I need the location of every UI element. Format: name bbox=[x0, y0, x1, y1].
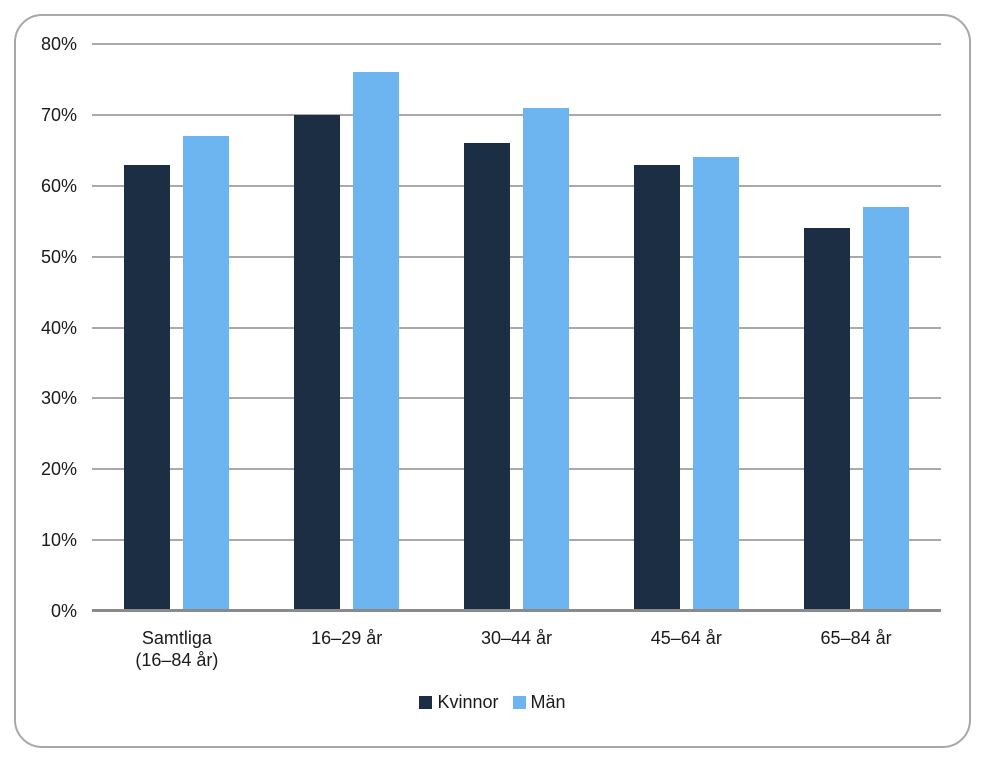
bar-man bbox=[862, 207, 909, 611]
gridline bbox=[92, 326, 941, 329]
gridline bbox=[92, 255, 941, 258]
gridline bbox=[92, 397, 941, 400]
y-axis-label: 70% bbox=[40, 104, 77, 125]
legend-label: Män bbox=[530, 692, 566, 712]
legend-item-kvinnor: Kvinnor bbox=[419, 692, 499, 713]
bar-man bbox=[692, 157, 739, 611]
chart-frame: Samtliga (16–84 år) 16–29 år 30–44 år 45–64… bbox=[14, 14, 971, 748]
legend: Kvinnor Män bbox=[16, 692, 969, 713]
y-axis-label: 0% bbox=[50, 601, 77, 621]
y-axis-label: 40% bbox=[40, 317, 77, 338]
gridline bbox=[92, 539, 941, 542]
legend-label: Kvinnor bbox=[437, 692, 499, 712]
x-axis-label: Samtliga (16–84 år) bbox=[135, 628, 219, 670]
gridline bbox=[92, 43, 941, 45]
legend-swatch-kvinnor bbox=[419, 696, 433, 709]
gridline bbox=[92, 468, 941, 471]
y-axis-label: 60% bbox=[40, 175, 77, 196]
bar-man bbox=[523, 107, 569, 611]
y-axis-label: 80% bbox=[40, 34, 77, 54]
bar-kvinnor bbox=[633, 164, 680, 611]
y-axis-label: 10% bbox=[40, 530, 77, 551]
x-axis-label-row: Samtliga (16–84 år) 16–29 år 30–44 år 45–64… bbox=[92, 627, 941, 677]
y-axis-label: 50% bbox=[40, 246, 77, 267]
plot-area: Samtliga (16–84 år) 16–29 år 30–44 år 45–64… bbox=[41, 35, 941, 670]
x-axis-label: 65–84 år bbox=[820, 628, 892, 648]
bar-kvinnor bbox=[464, 143, 510, 611]
legend-item-man: Män bbox=[512, 692, 566, 713]
bar-kvinnor bbox=[124, 164, 171, 611]
x-axis-label: 30–44 år bbox=[480, 628, 553, 648]
gridline bbox=[92, 113, 941, 116]
x-axis-label: 45–64 år bbox=[650, 628, 722, 648]
gridline bbox=[92, 184, 941, 187]
bar-kvinnor bbox=[294, 114, 341, 611]
bar-kvinnor bbox=[803, 228, 850, 611]
y-axis-label: 30% bbox=[40, 388, 77, 409]
bar-man bbox=[183, 136, 230, 611]
y-axis-label: 20% bbox=[40, 459, 77, 480]
legend-swatch-man bbox=[512, 696, 526, 709]
x-axis-label: 16–29 år bbox=[311, 628, 383, 648]
bar-man bbox=[353, 72, 400, 611]
x-axis-line bbox=[92, 609, 941, 612]
